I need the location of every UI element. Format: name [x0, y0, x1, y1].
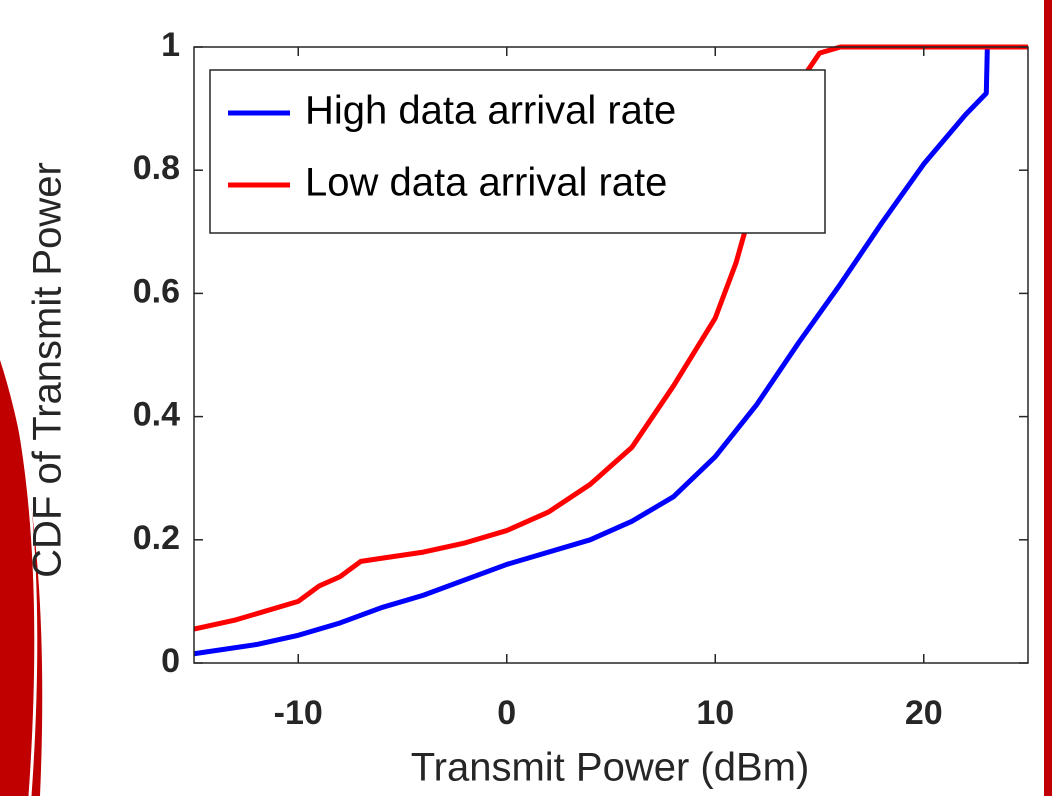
axes-box [193, 46, 1029, 664]
y-tick-label: 1 [161, 26, 180, 64]
legend-label: High data arrival rate [305, 89, 676, 133]
x-tick-label: 0 [497, 694, 516, 732]
y-tick-label: 0.2 [133, 519, 180, 557]
x-tick-label: 20 [905, 694, 943, 732]
decor-left-line [8, 379, 38, 796]
legend-label: Low data arrival rate [305, 161, 667, 205]
y-tick-label: 0.4 [133, 396, 180, 434]
x-axis-label: Transmit Power (dBm) [411, 746, 810, 790]
series-line [193, 44, 1028, 657]
y-tick-label: 0 [161, 642, 180, 680]
y-tick-label: 0.8 [133, 149, 180, 187]
legend-box [209, 69, 826, 234]
x-tick-label: 10 [696, 694, 734, 732]
y-tick-label: 0.6 [133, 272, 180, 310]
y-axis-label: CDF of Transmit Power [26, 162, 70, 578]
decor-right [1044, 0, 1052, 796]
decor-left [0, 360, 43, 796]
x-tick-label: -10 [274, 694, 323, 732]
